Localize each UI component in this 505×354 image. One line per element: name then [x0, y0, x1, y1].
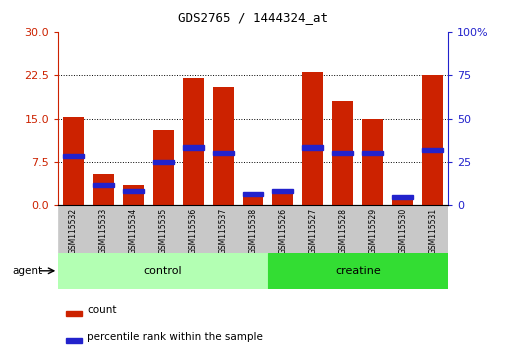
Bar [302, 72, 323, 205]
Text: GSM115538: GSM115538 [248, 208, 257, 254]
Bar [422, 148, 442, 153]
Bar [302, 145, 323, 149]
Bar [208, 205, 237, 253]
Text: GSM115526: GSM115526 [278, 208, 287, 254]
Text: GSM115530: GSM115530 [397, 208, 407, 254]
Text: GSM115532: GSM115532 [69, 208, 78, 254]
Bar [88, 205, 118, 253]
Bar [182, 145, 203, 149]
Bar [58, 205, 88, 253]
Text: percentile rank within the sample: percentile rank within the sample [87, 332, 263, 342]
Bar [58, 253, 268, 289]
Text: creatine: creatine [334, 266, 380, 276]
Bar [92, 173, 114, 205]
Bar [417, 205, 447, 253]
Bar [212, 87, 233, 205]
Bar [362, 119, 383, 205]
Text: GSM115535: GSM115535 [158, 208, 167, 254]
Bar [327, 205, 357, 253]
Text: agent: agent [13, 266, 43, 276]
Bar [332, 151, 352, 155]
Bar [362, 151, 383, 155]
Bar [357, 205, 387, 253]
Bar [391, 195, 413, 199]
Bar [268, 253, 447, 289]
Bar [92, 183, 114, 187]
Text: GSM115528: GSM115528 [338, 208, 347, 254]
Text: control: control [143, 266, 182, 276]
Bar [153, 160, 173, 164]
Bar [391, 197, 413, 205]
Bar [272, 189, 293, 193]
Bar [153, 130, 173, 205]
Bar [148, 205, 178, 253]
Bar [212, 151, 233, 155]
Bar [182, 78, 203, 205]
Bar [422, 75, 442, 205]
Text: GDS2765 / 1444324_at: GDS2765 / 1444324_at [178, 11, 327, 24]
Bar [66, 312, 81, 316]
Bar [63, 154, 83, 158]
Bar [272, 191, 293, 205]
Bar [297, 205, 327, 253]
Bar [242, 192, 263, 196]
Text: GSM115531: GSM115531 [427, 208, 436, 254]
Text: GSM115527: GSM115527 [308, 208, 317, 254]
Bar [66, 338, 81, 343]
Bar [237, 205, 268, 253]
Text: GSM115534: GSM115534 [128, 208, 137, 254]
Text: count: count [87, 305, 117, 315]
Bar [118, 205, 148, 253]
Text: GSM115537: GSM115537 [218, 208, 227, 254]
Bar [332, 101, 352, 205]
Bar [268, 205, 297, 253]
Text: GSM115533: GSM115533 [98, 208, 108, 254]
Bar [63, 117, 83, 205]
Bar [387, 205, 417, 253]
Text: GSM115536: GSM115536 [188, 208, 197, 254]
Text: GSM115529: GSM115529 [368, 208, 377, 254]
Bar [178, 205, 208, 253]
Bar [122, 189, 143, 193]
Bar [242, 194, 263, 205]
Bar [122, 185, 143, 205]
